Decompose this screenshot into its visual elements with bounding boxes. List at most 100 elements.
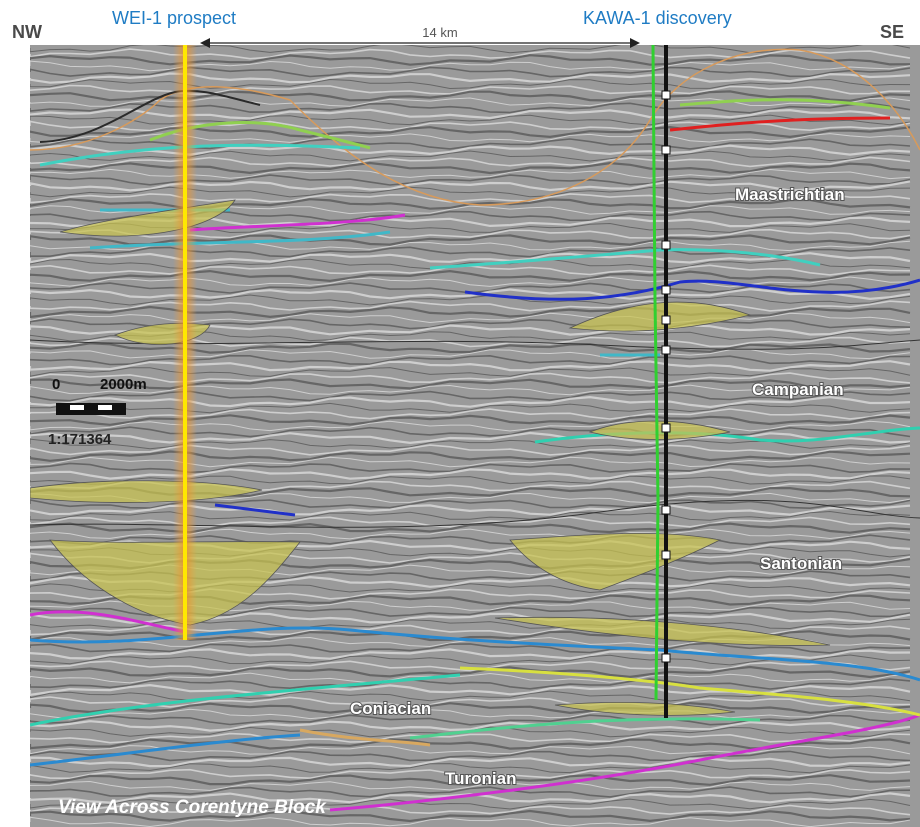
horizon xyxy=(459,666,920,717)
reflector xyxy=(30,390,911,402)
well-label: KAWA-1 discovery xyxy=(583,8,732,28)
reflector xyxy=(30,102,911,114)
reflector xyxy=(30,138,911,150)
scale-bar: 0 2000m 1:171364 xyxy=(48,376,147,448)
reflector xyxy=(30,384,911,396)
reflector xyxy=(30,816,911,827)
reflector xyxy=(30,48,911,60)
reflector xyxy=(30,348,911,360)
reflector xyxy=(30,192,911,204)
scale-end: 2000m xyxy=(100,376,147,393)
distance-label: 14 km xyxy=(422,25,457,40)
well-top xyxy=(661,653,671,663)
scale-box xyxy=(56,403,126,415)
reflector xyxy=(30,786,911,798)
well-top xyxy=(661,550,671,560)
well-top xyxy=(661,315,671,325)
reflector xyxy=(30,690,911,702)
log-curve xyxy=(651,45,660,701)
reflector xyxy=(30,756,911,768)
reflector xyxy=(30,768,911,780)
reflector xyxy=(30,108,911,120)
reflector xyxy=(30,654,911,666)
reflector xyxy=(30,678,911,690)
reflector xyxy=(30,72,911,84)
scale-segment xyxy=(70,405,84,410)
reflector xyxy=(30,342,911,354)
reflector xyxy=(30,168,911,180)
horizon xyxy=(30,213,920,812)
reflector xyxy=(30,312,911,324)
reflector xyxy=(30,809,911,823)
interval-label: Maastrichtian xyxy=(735,185,845,204)
well-tops xyxy=(661,90,671,663)
reflector xyxy=(30,45,911,54)
direction: NW xyxy=(12,22,42,42)
reflector xyxy=(30,300,911,312)
reflector xyxy=(30,156,911,168)
distance-arrow xyxy=(200,38,640,48)
reflector xyxy=(30,534,911,546)
reflector xyxy=(30,294,911,306)
reflector xyxy=(30,660,911,672)
reflector xyxy=(30,618,911,630)
reflector xyxy=(30,395,911,409)
reflector xyxy=(30,144,911,156)
reflector xyxy=(30,150,911,162)
reflector xyxy=(30,431,911,445)
reservoir-body xyxy=(30,480,263,503)
reflector xyxy=(30,648,911,660)
reflector xyxy=(30,510,911,521)
reflector xyxy=(30,186,911,198)
reflector xyxy=(30,750,911,762)
reflector xyxy=(30,408,911,420)
reflector xyxy=(30,228,911,240)
reflector xyxy=(30,354,911,366)
direction: SE xyxy=(880,22,904,42)
reflector xyxy=(30,360,911,372)
well-top xyxy=(661,145,671,155)
reflector xyxy=(30,456,911,468)
well-top xyxy=(661,240,671,250)
interpretation xyxy=(30,45,920,812)
reflector xyxy=(30,426,911,438)
horizon xyxy=(669,116,891,132)
reflector xyxy=(30,402,911,414)
reflector xyxy=(30,522,911,534)
well-top xyxy=(661,345,671,355)
reflector xyxy=(30,708,911,720)
reflector xyxy=(30,762,911,774)
well-label: WEI-1 prospect xyxy=(112,8,236,28)
well-top xyxy=(661,505,671,515)
interval-label: Turonian xyxy=(445,769,516,788)
horizon xyxy=(409,717,761,740)
horizon xyxy=(299,728,431,747)
reflector xyxy=(30,114,911,126)
reflector xyxy=(30,420,911,432)
reflector xyxy=(30,701,911,715)
reflector xyxy=(30,367,911,377)
reflector xyxy=(30,84,911,96)
reflector xyxy=(30,161,911,175)
reflector xyxy=(30,792,911,804)
scale-ratio: 1:171364 xyxy=(48,431,112,448)
horizon xyxy=(214,278,920,517)
reflector xyxy=(30,798,911,810)
reflector xyxy=(30,132,911,144)
reflector xyxy=(30,60,911,72)
reflector xyxy=(30,475,911,485)
reflector xyxy=(30,504,911,516)
reservoir-body xyxy=(568,301,752,332)
reflector xyxy=(30,774,911,786)
reflector xyxy=(30,125,911,139)
reflector xyxy=(30,120,911,132)
reflector xyxy=(30,665,911,679)
interval-label: Santonian xyxy=(760,554,842,573)
reflector xyxy=(30,287,911,301)
reflector xyxy=(30,804,911,816)
reflector xyxy=(30,528,911,540)
reflector xyxy=(30,780,911,791)
reflector xyxy=(30,468,911,480)
channel-base xyxy=(39,89,261,143)
